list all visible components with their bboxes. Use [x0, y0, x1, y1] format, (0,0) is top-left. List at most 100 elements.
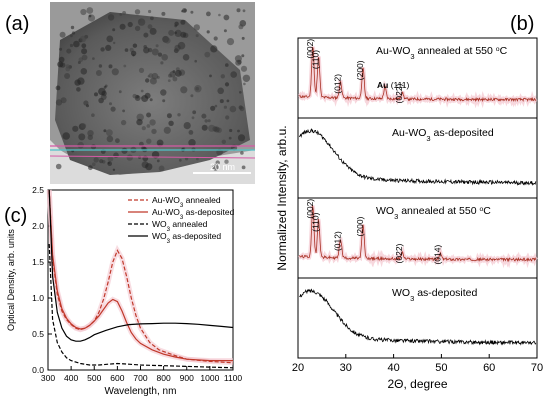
nanoparticle	[73, 40, 80, 48]
nanoparticle	[240, 65, 248, 72]
nanoparticle	[138, 67, 145, 73]
nanoparticle	[151, 48, 159, 56]
x-tick-label: 30	[340, 362, 352, 374]
nanoparticle	[55, 163, 62, 170]
nanoparticle	[122, 109, 125, 113]
nanoparticle	[162, 99, 166, 103]
nanoparticle	[210, 45, 218, 53]
nanoparticle	[86, 104, 89, 108]
nanoparticle	[164, 37, 171, 44]
nanoparticle	[90, 144, 97, 150]
nanoparticle	[188, 130, 194, 135]
xrd-pattern	[299, 205, 537, 263]
nanoparticle	[178, 158, 182, 162]
x-tick-label: 400	[64, 373, 78, 383]
nanoparticle	[58, 56, 65, 63]
nanoparticle	[204, 51, 211, 58]
nanoparticle	[230, 71, 237, 78]
peak-label: (012)	[333, 74, 343, 94]
legend-label: WO3 annealed	[152, 219, 208, 233]
nanoparticle	[196, 157, 199, 161]
nanoparticle	[224, 82, 230, 87]
x-tick-label: 70	[531, 362, 543, 374]
nanoparticle	[81, 43, 87, 49]
nanoparticle	[145, 78, 150, 83]
nanoparticle	[119, 13, 123, 16]
nanoparticle	[81, 48, 88, 55]
nanoparticle	[225, 115, 230, 120]
nanoparticle	[182, 54, 190, 61]
nanoparticle	[161, 54, 168, 61]
nanoparticle	[209, 74, 212, 78]
nanoparticle	[160, 61, 164, 65]
nanoparticle	[206, 30, 210, 34]
nanoparticle	[66, 48, 72, 54]
nanoparticle	[220, 74, 225, 79]
peak-label: (002)	[305, 39, 315, 59]
nanoparticle	[115, 138, 120, 144]
nanoparticle	[93, 157, 99, 163]
y-tick-label: 1.5	[32, 257, 44, 267]
nanoparticle	[78, 133, 86, 141]
nanoparticle	[139, 141, 144, 147]
xrd-pattern	[299, 288, 537, 346]
nanoparticle	[239, 106, 245, 112]
nanoparticle	[145, 163, 153, 171]
nanoparticle	[105, 44, 112, 52]
nanoparticle	[229, 128, 233, 133]
nanoparticle	[146, 124, 151, 128]
x-tick-label: 500	[87, 373, 101, 383]
peak-label: (022)	[394, 83, 404, 103]
x-tick-label: 800	[157, 373, 171, 383]
nanoparticle	[151, 72, 159, 80]
nanoparticle	[208, 124, 216, 132]
nanoparticle	[174, 24, 178, 28]
xrd-chart: 20 30 40 50 60 70 2Θ, degree Normalized Intensi…	[275, 37, 543, 391]
x-tick-label: 700	[133, 373, 147, 383]
peak-label: (014)	[432, 245, 442, 265]
nanoparticle	[204, 119, 208, 123]
nanoparticle	[177, 41, 186, 50]
nanoparticle	[138, 19, 142, 23]
panel-label: Au-WO3 as-deposited	[392, 127, 494, 143]
nanoparticle	[70, 25, 75, 30]
y-axis-label: Optical Density, arb. units	[6, 229, 16, 331]
nanoparticle	[87, 130, 94, 137]
x-tick-label: 900	[180, 373, 194, 383]
x-tick-label: 300	[41, 373, 55, 383]
nanoparticle	[100, 47, 105, 52]
nanoparticle	[103, 85, 107, 89]
nanoparticle	[127, 21, 133, 28]
nanoparticle	[92, 162, 96, 166]
nanoparticle	[210, 105, 216, 111]
nanoparticle	[221, 139, 226, 144]
nanoparticle	[143, 47, 150, 54]
nanoparticle	[132, 93, 137, 99]
nanoparticle	[229, 105, 237, 113]
nanoparticle	[55, 85, 61, 91]
y-tick-label: 0.5	[32, 329, 44, 339]
nanoparticle	[148, 9, 152, 14]
nanoparticle	[193, 24, 200, 31]
nanoparticle	[174, 29, 182, 37]
nanoparticle	[243, 82, 246, 86]
x-tick-label: 60	[483, 362, 495, 374]
x-axis-label: Wavelength, nm	[105, 386, 177, 397]
nanoparticle	[215, 160, 220, 165]
legend-label: Au-WO3 annealed	[152, 195, 221, 209]
nanoparticle	[183, 122, 191, 130]
scale-bar	[193, 172, 251, 174]
peak-label: (200)	[355, 216, 365, 236]
nanoparticle	[226, 38, 235, 46]
series-line	[48, 189, 234, 364]
nanoparticle	[103, 129, 107, 133]
nanoparticle	[59, 47, 63, 51]
nanoparticle	[122, 11, 126, 15]
nanoparticle	[237, 134, 246, 142]
nanoparticle	[112, 168, 116, 171]
nanoparticle	[150, 16, 154, 21]
tem-image-panel: 20 nm	[50, 2, 255, 184]
nanoparticle	[88, 14, 92, 18]
x-tick-label: 50	[435, 362, 447, 374]
nanoparticle	[175, 70, 182, 77]
